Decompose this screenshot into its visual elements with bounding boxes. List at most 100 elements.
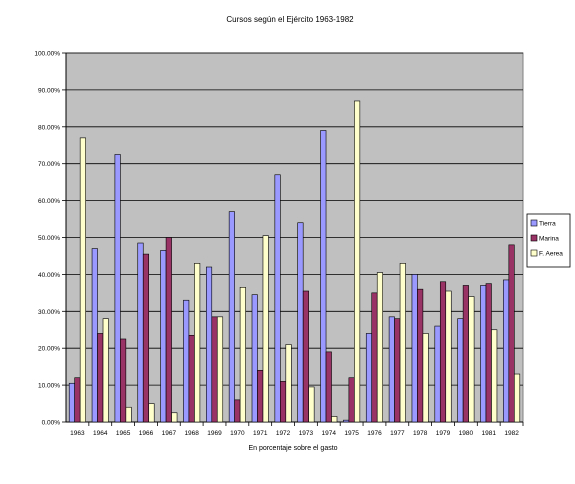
x-tick-label: 1964 bbox=[93, 430, 108, 437]
bar-f-aerea-1971 bbox=[262, 235, 269, 423]
legend-label: F. Aerea bbox=[539, 251, 563, 258]
legend-swatch bbox=[530, 234, 538, 242]
x-tick-label: 1981 bbox=[481, 430, 496, 437]
x-tick-label: 1963 bbox=[70, 430, 85, 437]
bar-marina-1974 bbox=[325, 351, 332, 423]
bar-marina-1965 bbox=[120, 338, 127, 423]
bar-marina-1971 bbox=[257, 370, 264, 423]
bar-marina-1975 bbox=[348, 377, 355, 423]
bar-marina-1973 bbox=[302, 290, 309, 423]
y-tick-label: 0.00% bbox=[42, 420, 61, 427]
x-tick-label: 1967 bbox=[162, 430, 177, 437]
x-axis-label: En porcentaje sobre el gasto bbox=[248, 445, 337, 452]
bar-f-aerea-1982 bbox=[514, 373, 521, 423]
bar-tierra-1981 bbox=[480, 285, 487, 423]
bar-tierra-1980 bbox=[457, 318, 464, 423]
x-axis-ticks: 1963 1964 1965 1966 1967 1968 1969 1970 1971 1972… bbox=[70, 422, 524, 437]
bar-tierra-1978 bbox=[411, 274, 418, 423]
x-tick-label: 1978 bbox=[413, 430, 428, 437]
x-tick-label: 1976 bbox=[367, 430, 382, 437]
bar-f-aerea-1970 bbox=[239, 287, 246, 423]
x-tick-label: 1982 bbox=[504, 430, 519, 437]
bar-tierra-1963 bbox=[68, 382, 75, 423]
bar-tierra-1979 bbox=[434, 325, 441, 423]
chart-title: Cursos según el Ejército 1963-1982 bbox=[226, 15, 354, 24]
bar-marina-1976 bbox=[371, 292, 378, 423]
bar-marina-1979 bbox=[439, 281, 447, 423]
y-tick-label: 50.00% bbox=[38, 235, 60, 242]
bar-f-aerea-1969 bbox=[216, 316, 224, 423]
x-tick-label: 1966 bbox=[139, 430, 154, 437]
bar-f-aerea-1973 bbox=[308, 386, 315, 423]
legend-label: Tierra bbox=[539, 221, 556, 228]
bar-f-aerea-1968 bbox=[194, 263, 201, 423]
legend: Tierra Marina F. Aerea bbox=[526, 213, 571, 268]
y-tick-label: 40.00% bbox=[38, 272, 60, 279]
y-tick-label: 20.00% bbox=[38, 346, 60, 353]
bar-tierra-1967 bbox=[160, 250, 167, 423]
bar-marina-1964 bbox=[97, 333, 104, 423]
y-tick-label: 100.00% bbox=[34, 51, 60, 58]
bar-f-aerea-1963 bbox=[79, 137, 86, 423]
y-tick-label: 80.00% bbox=[38, 124, 60, 131]
x-tick-label: 1965 bbox=[116, 430, 131, 437]
bar-f-aerea-1979 bbox=[445, 290, 452, 423]
bar-f-aerea-1967 bbox=[171, 412, 178, 423]
bar-tierra-1966 bbox=[137, 242, 144, 423]
x-tick-label: 1975 bbox=[344, 430, 359, 437]
bar-marina-1977 bbox=[394, 318, 401, 423]
bar-marina-1967 bbox=[165, 237, 172, 423]
bar-tierra-1973 bbox=[297, 222, 304, 423]
bar-marina-1969 bbox=[211, 316, 218, 423]
bar-marina-1980 bbox=[462, 285, 469, 423]
bar-marina-1963 bbox=[74, 377, 81, 423]
bar-tierra-1968 bbox=[183, 299, 190, 423]
bars bbox=[68, 100, 521, 423]
bar-f-aerea-1972 bbox=[285, 344, 292, 423]
bar-tierra-1965 bbox=[114, 154, 121, 423]
bar-f-aerea-1978 bbox=[422, 333, 429, 423]
x-tick-label: 1979 bbox=[436, 430, 451, 437]
y-tick-label: 10.00% bbox=[38, 383, 60, 390]
bar-f-aerea-1975 bbox=[354, 100, 361, 423]
bar-tierra-1974 bbox=[320, 130, 327, 423]
bar-marina-1981 bbox=[485, 283, 492, 423]
x-tick-label: 1971 bbox=[253, 430, 268, 437]
bar-tierra-1964 bbox=[91, 248, 98, 423]
x-tick-label: 1968 bbox=[184, 430, 199, 437]
y-tick-label: 90.00% bbox=[38, 87, 60, 94]
legend-swatch bbox=[530, 249, 538, 257]
bar-f-aerea-1974 bbox=[331, 416, 338, 423]
x-tick-label: 1969 bbox=[207, 430, 222, 437]
bar-marina-1970 bbox=[234, 399, 241, 423]
bar-tierra-1977 bbox=[388, 316, 395, 423]
bar-tierra-1975 bbox=[343, 419, 350, 423]
bar-tierra-1976 bbox=[365, 333, 373, 423]
bar-marina-1972 bbox=[280, 381, 287, 423]
bar-marina-1978 bbox=[417, 288, 424, 423]
bar-f-aerea-1980 bbox=[468, 296, 475, 423]
bar-f-aerea-1966 bbox=[148, 403, 155, 423]
bar-tierra-1969 bbox=[206, 266, 213, 423]
legend-swatch bbox=[530, 219, 538, 227]
y-tick-label: 60.00% bbox=[38, 198, 60, 205]
bar-marina-1966 bbox=[142, 253, 150, 423]
y-tick-label: 70.00% bbox=[38, 161, 60, 168]
bar-f-aerea-1965 bbox=[125, 406, 132, 423]
bar-tierra-1982 bbox=[503, 279, 510, 423]
x-tick-label: 1973 bbox=[299, 430, 314, 437]
bar-f-aerea-1976 bbox=[376, 272, 384, 423]
legend-label: Marina bbox=[539, 236, 559, 243]
bar-marina-1968 bbox=[188, 334, 195, 423]
bar-tierra-1970 bbox=[228, 211, 235, 423]
bar-f-aerea-1964 bbox=[102, 318, 109, 423]
x-tick-label: 1977 bbox=[390, 430, 405, 437]
bar-f-aerea-1977 bbox=[399, 263, 406, 423]
bar-f-aerea-1981 bbox=[491, 329, 498, 423]
bar-tierra-1972 bbox=[274, 174, 281, 423]
x-tick-label: 1972 bbox=[276, 430, 291, 437]
bar-tierra-1971 bbox=[251, 294, 258, 423]
x-tick-label: 1974 bbox=[322, 430, 337, 437]
